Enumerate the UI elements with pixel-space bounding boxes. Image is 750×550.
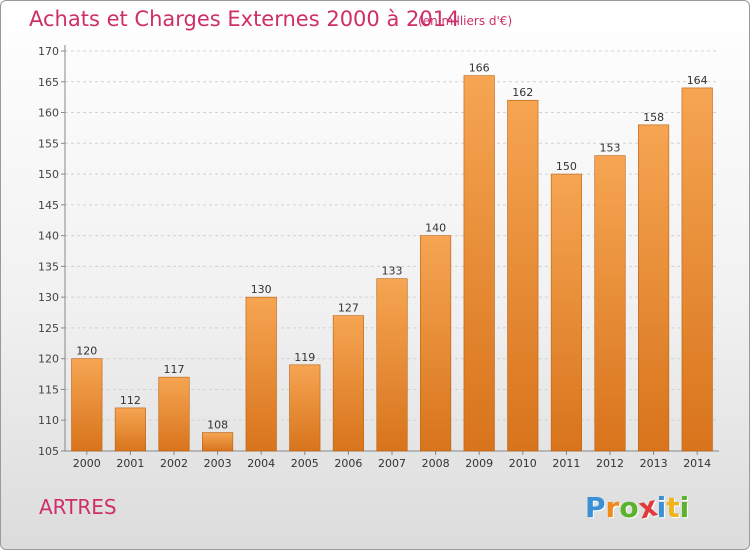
x-tick-label: 2002 xyxy=(160,457,188,470)
x-tick-label: 2004 xyxy=(247,457,275,470)
logo-letter: t xyxy=(666,491,680,524)
x-tick-label: 2006 xyxy=(334,457,362,470)
bar-2003 xyxy=(202,432,234,452)
x-tick-label: 2010 xyxy=(509,457,537,470)
data-label-2013: 158 xyxy=(643,111,664,124)
y-tick-label: 170 xyxy=(38,45,59,58)
bar-2007 xyxy=(376,278,408,452)
data-label-2014: 164 xyxy=(687,74,708,87)
logo-letter: o xyxy=(619,491,639,524)
x-tick-label: 2008 xyxy=(422,457,450,470)
x-tick-label: 2005 xyxy=(291,457,319,470)
logo-letter: r xyxy=(605,491,620,524)
bar-2014 xyxy=(681,87,713,452)
x-tick-label: 2003 xyxy=(204,457,232,470)
bar-2010 xyxy=(507,99,539,452)
x-tick-label: 2007 xyxy=(378,457,406,470)
y-tick-label: 160 xyxy=(38,107,59,120)
data-label-2004: 130 xyxy=(251,283,272,296)
bar-2011 xyxy=(550,173,582,452)
bar-2005 xyxy=(289,364,321,452)
y-tick-label: 140 xyxy=(38,230,59,243)
bar-2000 xyxy=(71,358,103,452)
x-tick-label: 2012 xyxy=(596,457,624,470)
data-label-2001: 112 xyxy=(120,394,141,407)
data-label-2005: 119 xyxy=(294,351,315,364)
data-label-2008: 140 xyxy=(425,222,446,235)
y-tick-label: 125 xyxy=(38,322,59,335)
chart-subtitle: (en milliers d'€) xyxy=(418,14,513,28)
labels: 105 110 115 120 125 130 135 140 145 150 155 160 165 1… xyxy=(38,45,711,470)
bar-2013 xyxy=(638,124,670,452)
proxiti-logo[interactable]: Proxiti xyxy=(585,489,690,525)
bar-2006 xyxy=(332,315,364,452)
data-label-2010: 162 xyxy=(512,86,533,99)
commune-name: ARTRES xyxy=(39,495,117,519)
y-tick-label: 130 xyxy=(38,291,59,304)
data-label-2012: 153 xyxy=(600,142,621,155)
bar-2001 xyxy=(114,407,146,452)
x-tick-label: 2014 xyxy=(683,457,711,470)
data-label-2002: 117 xyxy=(164,363,185,376)
y-tick-label: 135 xyxy=(38,260,59,273)
logo-letter: i xyxy=(679,491,690,524)
bar-2002 xyxy=(158,376,190,452)
x-tick-label: 2009 xyxy=(465,457,493,470)
bar-2012 xyxy=(594,155,626,452)
data-label-2011: 150 xyxy=(556,160,577,173)
y-tick-label: 145 xyxy=(38,199,59,212)
x-tick-label: 2013 xyxy=(640,457,668,470)
logo-letter: i xyxy=(656,491,667,524)
y-tick-label: 165 xyxy=(38,76,59,89)
y-tick-label: 150 xyxy=(38,168,59,181)
data-label-2006: 127 xyxy=(338,302,359,315)
logo-letter: P xyxy=(585,491,606,524)
y-tick-label: 115 xyxy=(38,383,59,396)
y-tick-label: 105 xyxy=(38,445,59,458)
bar-chart: 105 110 115 120 125 130 135 140 145 150 155 160 165 1… xyxy=(38,45,719,470)
x-tick-label: 2001 xyxy=(116,457,144,470)
data-label-2009: 166 xyxy=(469,62,490,75)
y-tick-label: 110 xyxy=(38,414,59,427)
data-label-2000: 120 xyxy=(76,345,97,358)
y-tick-label: 155 xyxy=(38,137,59,150)
bar-2004 xyxy=(245,296,277,452)
y-tick-label: 120 xyxy=(38,353,59,366)
chart-title: Achats et Charges Externes 2000 à 2014 xyxy=(29,7,460,31)
data-label-2007: 133 xyxy=(382,265,403,278)
bar-2008 xyxy=(420,235,452,452)
bar-2009 xyxy=(463,75,495,452)
bars xyxy=(71,75,713,452)
x-tick-label: 2011 xyxy=(552,457,580,470)
x-tick-label: 2000 xyxy=(73,457,101,470)
data-label-2003: 108 xyxy=(207,419,228,432)
